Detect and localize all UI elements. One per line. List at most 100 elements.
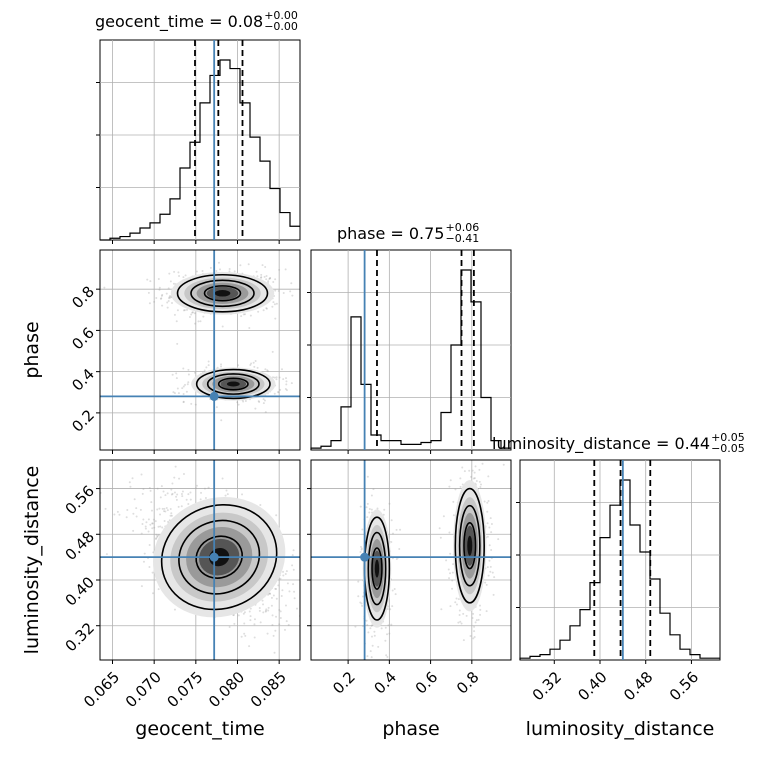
- phase-vs-lumdist-point: [448, 577, 451, 580]
- phase-vs-lumdist-point: [383, 508, 386, 511]
- phase-vs-lumdist-point: [380, 627, 383, 630]
- geocent-vs-lumdist-point: [150, 501, 153, 504]
- phase-vs-lumdist-point: [481, 462, 484, 465]
- geocent-vs-phase-point: [285, 389, 288, 392]
- phase-vs-lumdist-point: [367, 631, 370, 634]
- geocent-vs-phase-point: [242, 400, 245, 403]
- phase-vs-lumdist-point: [461, 466, 464, 469]
- geocent-vs-phase-point: [155, 297, 158, 300]
- geocent-vs-lumdist-point: [189, 491, 192, 494]
- geocent-vs-phase-point: [158, 288, 161, 291]
- geocent-vs-lumdist-point: [249, 619, 252, 622]
- phase-vs-lumdist-point: [366, 655, 369, 658]
- geocent-vs-lumdist-point: [171, 482, 174, 485]
- geocent-vs-lumdist-point: [293, 590, 296, 593]
- geocent-vs-lumdist-point: [200, 491, 203, 494]
- geocent-vs-phase-point: [267, 280, 270, 283]
- geocent-vs-phase-point: [182, 276, 185, 279]
- geocent-vs-phase-point: [291, 294, 294, 297]
- geocent-vs-lumdist-point: [153, 526, 156, 529]
- geocent-vs-lumdist-point: [170, 493, 173, 496]
- geocent-vs-lumdist-point: [164, 494, 167, 497]
- hist-geocent-bar-14: [240, 103, 250, 240]
- phase-vs-lumdist-border: [310, 459, 512, 661]
- phase-vs-lumdist-point: [361, 604, 364, 607]
- phase-vs-lumdist-point: [391, 532, 394, 535]
- geocent-vs-lumdist-point: [154, 520, 157, 523]
- geocent-vs-lumdist-point: [291, 564, 294, 567]
- geocent-vs-lumdist-point: [159, 496, 162, 499]
- hist-phase-bar-11: [421, 443, 431, 451]
- phase-vs-lumdist-point: [452, 514, 455, 517]
- hist-phase-bar-16: [471, 302, 481, 450]
- phase-vs-lumdist-point: [478, 468, 481, 471]
- phase-vs-lumdist-point: [393, 588, 396, 591]
- phase-vs-lumdist-point: [480, 483, 483, 486]
- title-phase-label: phase = 0.75: [337, 223, 445, 243]
- phase-vs-lumdist-point: [487, 500, 490, 503]
- hist-geocent-bar-10: [200, 103, 210, 240]
- phase-vs-lumdist-point: [475, 480, 478, 483]
- geocent-vs-lumdist-point: [105, 553, 108, 556]
- geocent-vs-phase-point: [272, 301, 275, 304]
- geocent-vs-phase-contour-0-1: [190, 279, 255, 308]
- geocent-vs-lumdist-point: [135, 507, 138, 510]
- geocent-vs-lumdist-point: [175, 495, 178, 498]
- geocent-vs-lumdist-point: [180, 505, 183, 508]
- geocent-vs-phase-point: [202, 315, 205, 318]
- geocent-vs-lumdist-point: [244, 634, 247, 637]
- geocent-vs-phase-point: [157, 277, 160, 280]
- geocent-vs-phase-point: [284, 268, 287, 271]
- geocent-vs-phase-point: [254, 360, 257, 363]
- xtick-label-phase-3: 0.8: [453, 668, 483, 698]
- geocent-vs-phase-point: [247, 263, 250, 266]
- phase-vs-lumdist-point: [497, 538, 500, 541]
- geocent-vs-lumdist-point: [262, 611, 265, 614]
- phase-vs-lumdist-point: [490, 548, 493, 551]
- phase-vs-lumdist-point: [445, 559, 448, 562]
- geocent-vs-lumdist-point: [140, 532, 143, 535]
- geocent-vs-phase-point: [207, 364, 210, 367]
- geocent-vs-phase-density-0-4: [214, 290, 231, 297]
- geocent-vs-lumdist-point: [243, 611, 246, 614]
- hist-lumdist-bar-4: [560, 640, 570, 660]
- geocent-vs-phase-point: [236, 401, 239, 404]
- phase-vs-lumdist-contour-0-2: [371, 547, 383, 590]
- geocent-vs-lumdist-point: [113, 513, 116, 516]
- geocent-vs-lumdist-point: [275, 514, 278, 517]
- geocent-vs-phase-point: [254, 407, 257, 410]
- geocent-vs-phase-point: [268, 278, 271, 281]
- phase-vs-lumdist-point: [359, 601, 362, 604]
- phase-vs-lumdist-point: [360, 548, 363, 551]
- geocent-vs-lumdist-point: [282, 574, 285, 577]
- title-geocent-minus: −0.00: [264, 20, 298, 33]
- phase-vs-lumdist-point: [365, 619, 368, 622]
- geocent-vs-lumdist-point: [142, 560, 145, 563]
- geocent-vs-phase-point: [272, 281, 275, 284]
- geocent-vs-phase-point: [278, 376, 281, 379]
- hist-phase-bar-3: [341, 407, 351, 450]
- geocent-vs-phase-point: [215, 270, 218, 273]
- phase-vs-lumdist-point: [451, 587, 454, 590]
- geocent-vs-lumdist-point: [282, 570, 285, 573]
- phase-vs-lumdist-point: [438, 527, 441, 530]
- phase-vs-lumdist-point: [449, 572, 452, 575]
- geocent-vs-phase-point: [169, 294, 172, 297]
- geocent-vs-lumdist-point: [147, 530, 150, 533]
- phase-vs-lumdist-point: [390, 623, 393, 626]
- geocent-vs-lumdist-point: [274, 629, 277, 632]
- geocent-vs-lumdist-point: [152, 592, 155, 595]
- geocent-vs-phase-point: [242, 313, 245, 316]
- geocent-vs-phase-point: [256, 275, 259, 278]
- phase-vs-lumdist-contour-1-0: [454, 487, 485, 604]
- geocent-vs-lumdist-point: [150, 509, 153, 512]
- geocent-vs-phase-point: [168, 297, 171, 300]
- phase-vs-lumdist-point: [455, 597, 458, 600]
- geocent-vs-phase-point: [255, 270, 258, 273]
- geocent-vs-phase-point: [239, 264, 242, 267]
- hist-phase-bar-17: [481, 398, 491, 451]
- geocent-vs-phase-point: [167, 287, 170, 290]
- geocent-vs-lumdist-point: [178, 477, 181, 480]
- geocent-vs-phase-point: [193, 371, 196, 374]
- hist-geocent-bar-5: [150, 223, 160, 240]
